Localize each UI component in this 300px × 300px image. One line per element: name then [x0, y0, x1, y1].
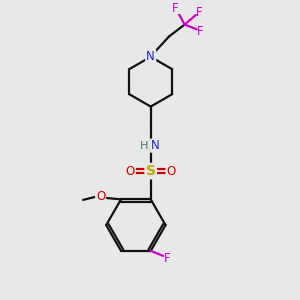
Text: O: O	[96, 190, 105, 203]
Text: O: O	[167, 165, 176, 178]
Text: F: F	[197, 25, 203, 38]
Text: N: N	[146, 50, 155, 63]
Text: O: O	[126, 165, 135, 178]
Text: H: H	[140, 141, 149, 151]
Text: F: F	[196, 6, 203, 19]
Text: F: F	[171, 2, 178, 15]
Text: S: S	[146, 164, 156, 178]
Text: N: N	[151, 139, 159, 152]
Text: F: F	[164, 252, 170, 265]
